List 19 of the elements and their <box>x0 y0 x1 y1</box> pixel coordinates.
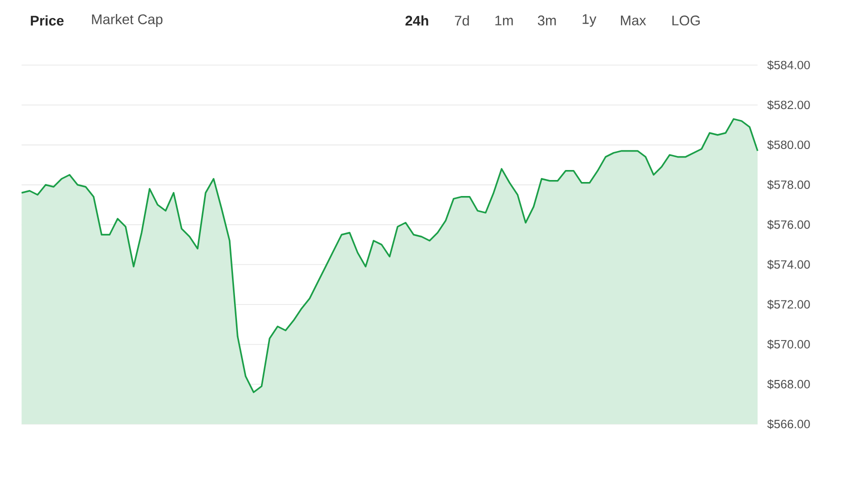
y-tick-label: $572.00 <box>767 300 810 310</box>
text: Price <box>30 15 64 26</box>
text: 24h <box>405 15 428 26</box>
text: 3m <box>538 16 556 26</box>
y-tick-label: $568.00 <box>767 379 810 390</box>
text: 1y <box>582 14 596 27</box>
y-tick-label: $576.00 <box>767 220 810 230</box>
text: Max <box>620 16 646 26</box>
y-tick-label: $574.00 <box>767 260 810 270</box>
y-tick-label: $578.00 <box>767 180 810 190</box>
text: Market Cap <box>92 14 162 27</box>
text: 7d <box>454 15 469 26</box>
y-tick-label: $570.00 <box>767 340 810 350</box>
y-tick-label: $580.00 <box>767 140 810 150</box>
y-tick-label: $566.00 <box>767 419 810 429</box>
y-tick-label: $584.00 <box>767 60 810 70</box>
text: 1m <box>495 16 513 26</box>
text: LOG <box>672 16 700 26</box>
y-tick-label: $582.00 <box>767 100 810 110</box>
